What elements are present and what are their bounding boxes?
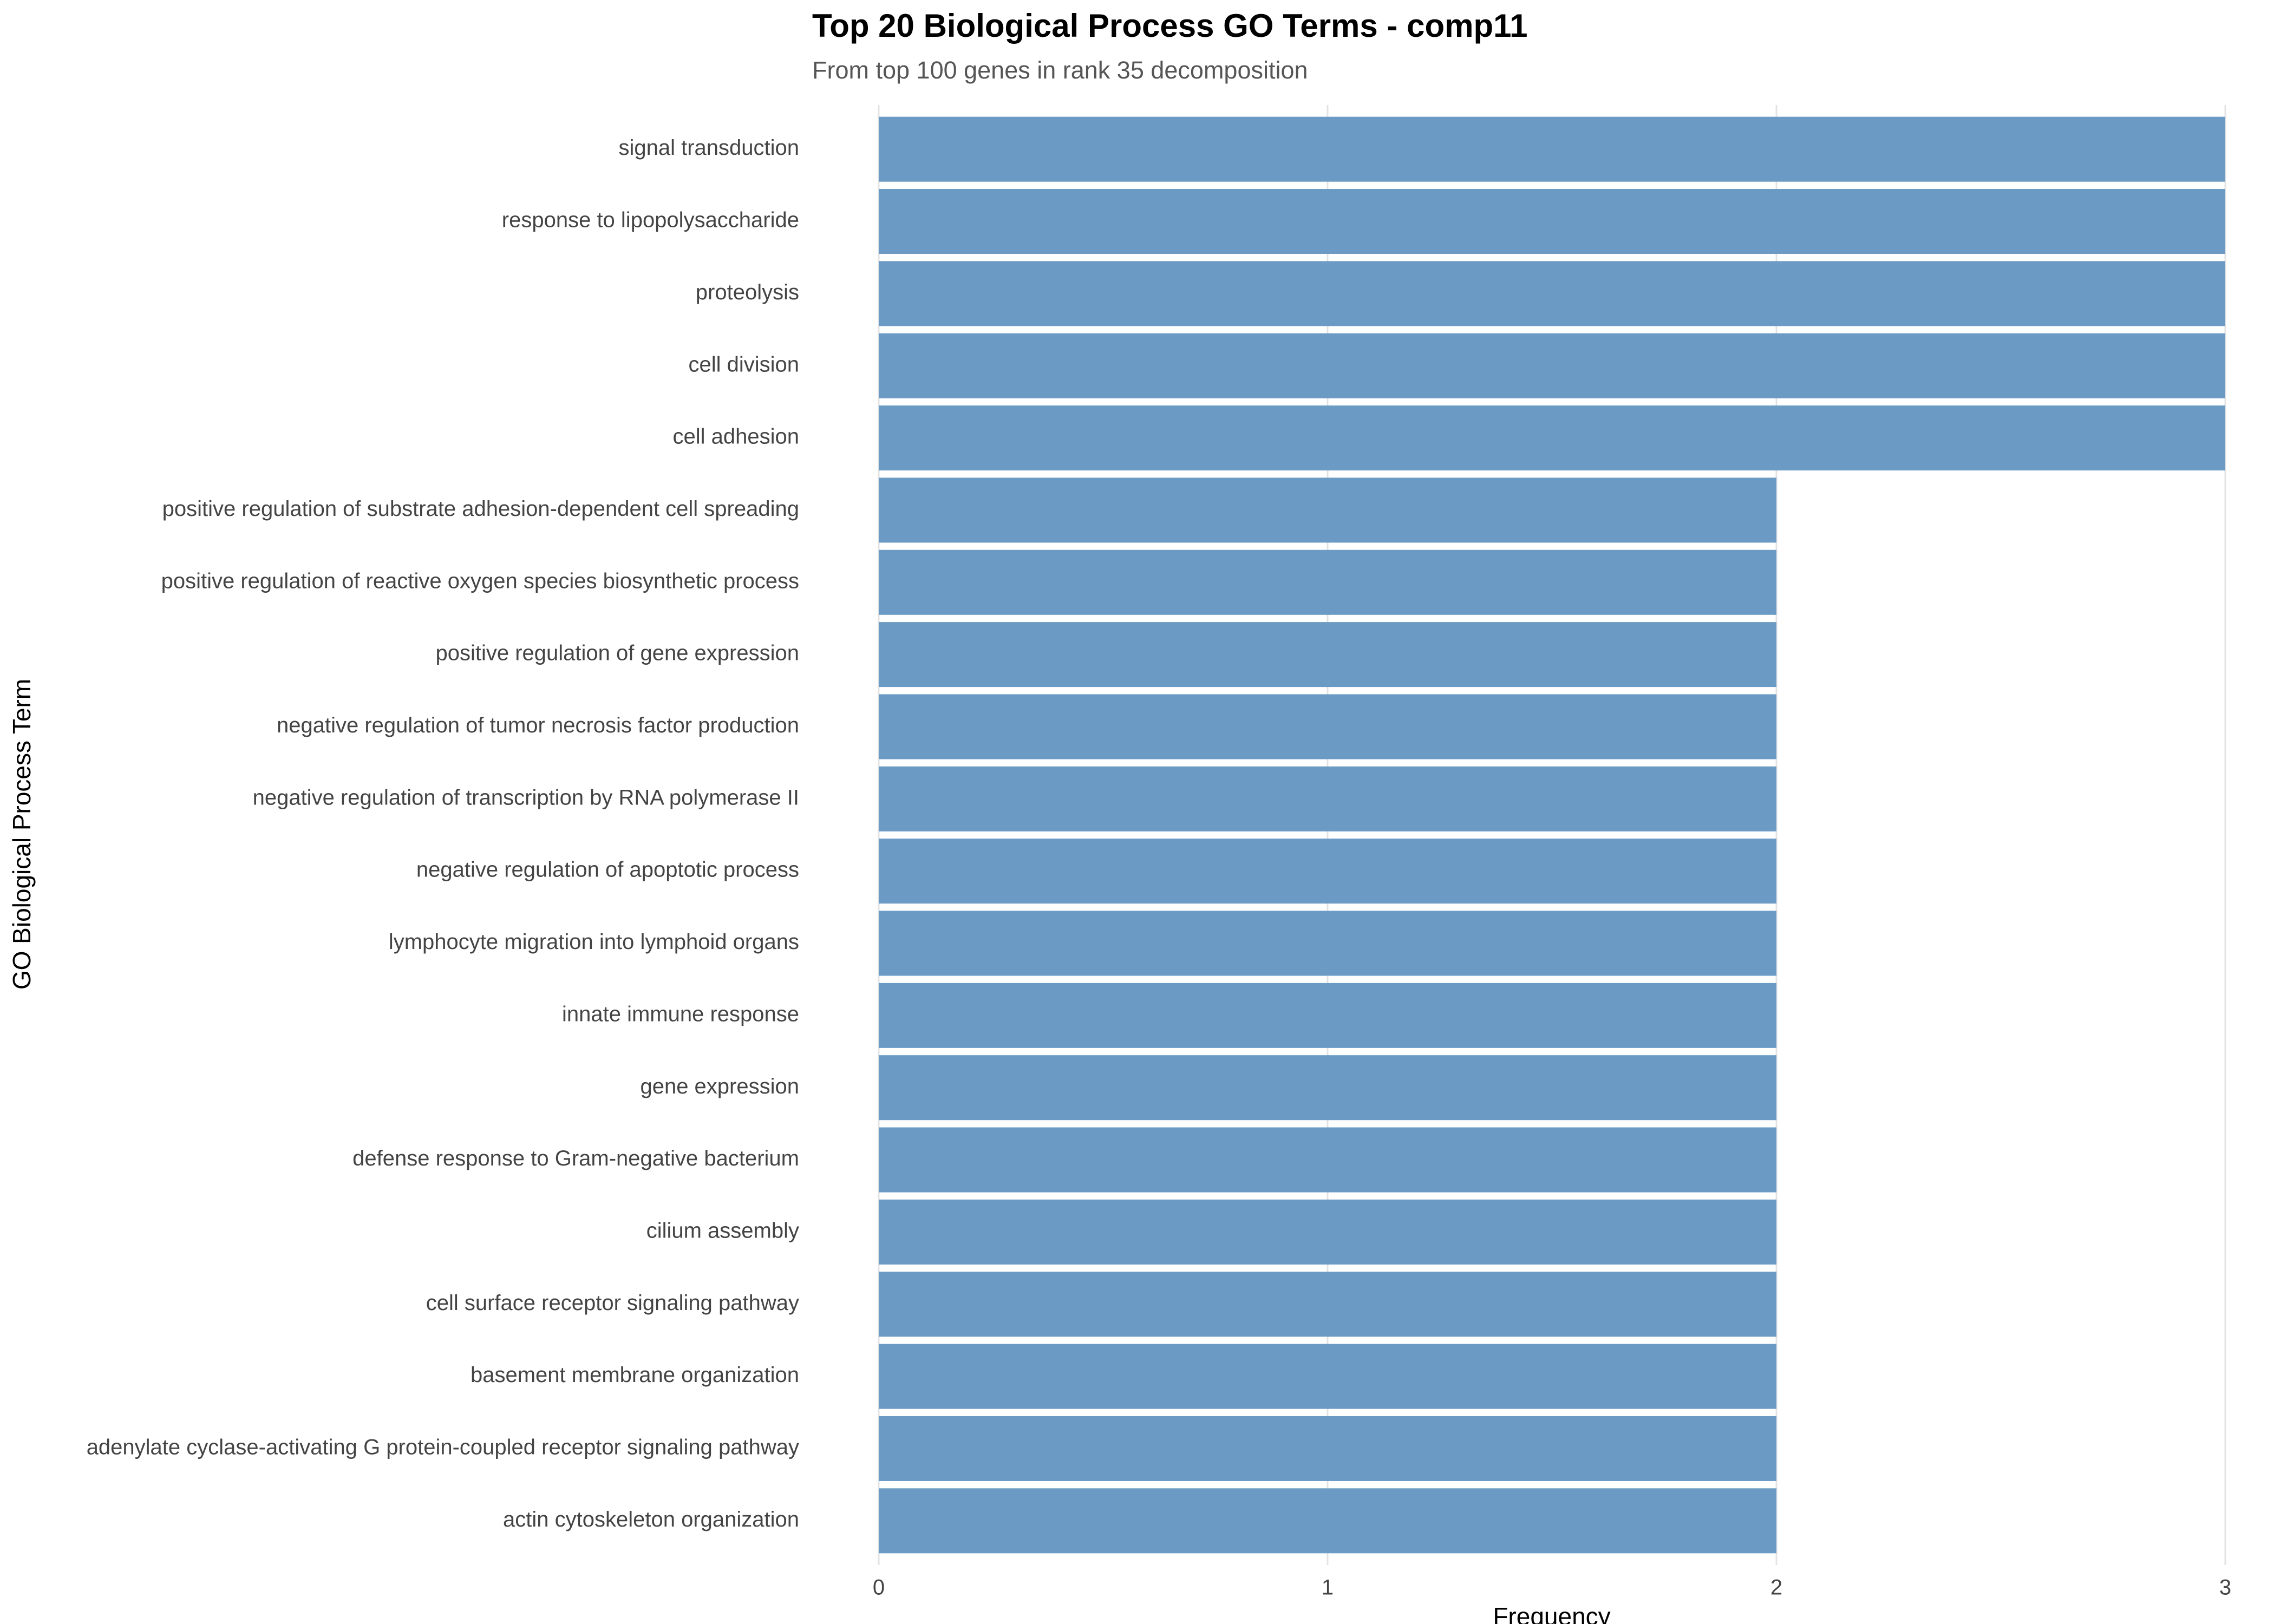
y-tick-label: positive regulation of substrate adhesio… [162,497,799,521]
y-tick-label: signal transduction [618,136,799,160]
y-tick-label: response to lipopolysaccharide [502,208,799,232]
y-tick-label: gene expression [640,1075,799,1098]
bar [879,1127,1776,1193]
bar [879,405,2225,471]
y-tick-label: defense response to Gram-negative bacter… [352,1147,799,1170]
chart-title: Top 20 Biological Process GO Terms - com… [812,8,1528,44]
y-tick-label: adenylate cyclase-activating G protein-c… [87,1436,799,1459]
bar [879,1272,1776,1337]
bar [879,694,1776,759]
bar [879,333,2225,398]
x-tick-label: 0 [873,1576,885,1600]
y-axis-title: GO Biological Process Term [8,679,36,990]
y-tick-label: lymphocyte migration into lymphoid organ… [389,930,799,954]
bar [879,1344,1776,1409]
x-tick-label: 1 [1322,1576,1334,1600]
y-tick-label: negative regulation of apoptotic process [416,858,799,882]
bar [879,1416,1776,1481]
bar [879,1199,1776,1265]
x-axis-title: Frequency [1493,1602,1610,1624]
y-tick-label: actin cytoskeleton organization [503,1508,799,1531]
bar [879,477,1776,543]
bar [879,261,2225,326]
bar [879,911,1776,976]
y-tick-label: innate immune response [562,1002,799,1026]
y-tick-label: cell adhesion [673,425,800,449]
bar [879,1488,1776,1554]
y-tick-label: cilium assembly [646,1219,799,1242]
y-tick-label: cell surface receptor signaling pathway [426,1291,799,1315]
bar [879,189,2225,254]
y-tick-label: positive regulation of reactive oxygen s… [161,569,799,593]
bar [879,983,1776,1048]
y-tick-label: cell division [688,352,799,376]
bar [879,622,1776,687]
x-tick-label: 2 [1770,1576,1782,1600]
y-tick-label: basement membrane organization [471,1363,799,1387]
bar [879,839,1776,904]
y-tick-label: proteolysis [696,280,799,304]
y-tick-label: positive regulation of gene expression [435,641,799,665]
bar [879,549,1776,615]
y-tick-label: negative regulation of tumor necrosis fa… [277,713,799,737]
bar [879,766,1776,831]
x-tick-label: 3 [2219,1576,2231,1600]
bar [879,1055,1776,1121]
y-tick-label: negative regulation of transcription by … [253,785,799,809]
bar [879,116,2225,182]
chart-subtitle: From top 100 genes in rank 35 decomposit… [812,56,1308,84]
